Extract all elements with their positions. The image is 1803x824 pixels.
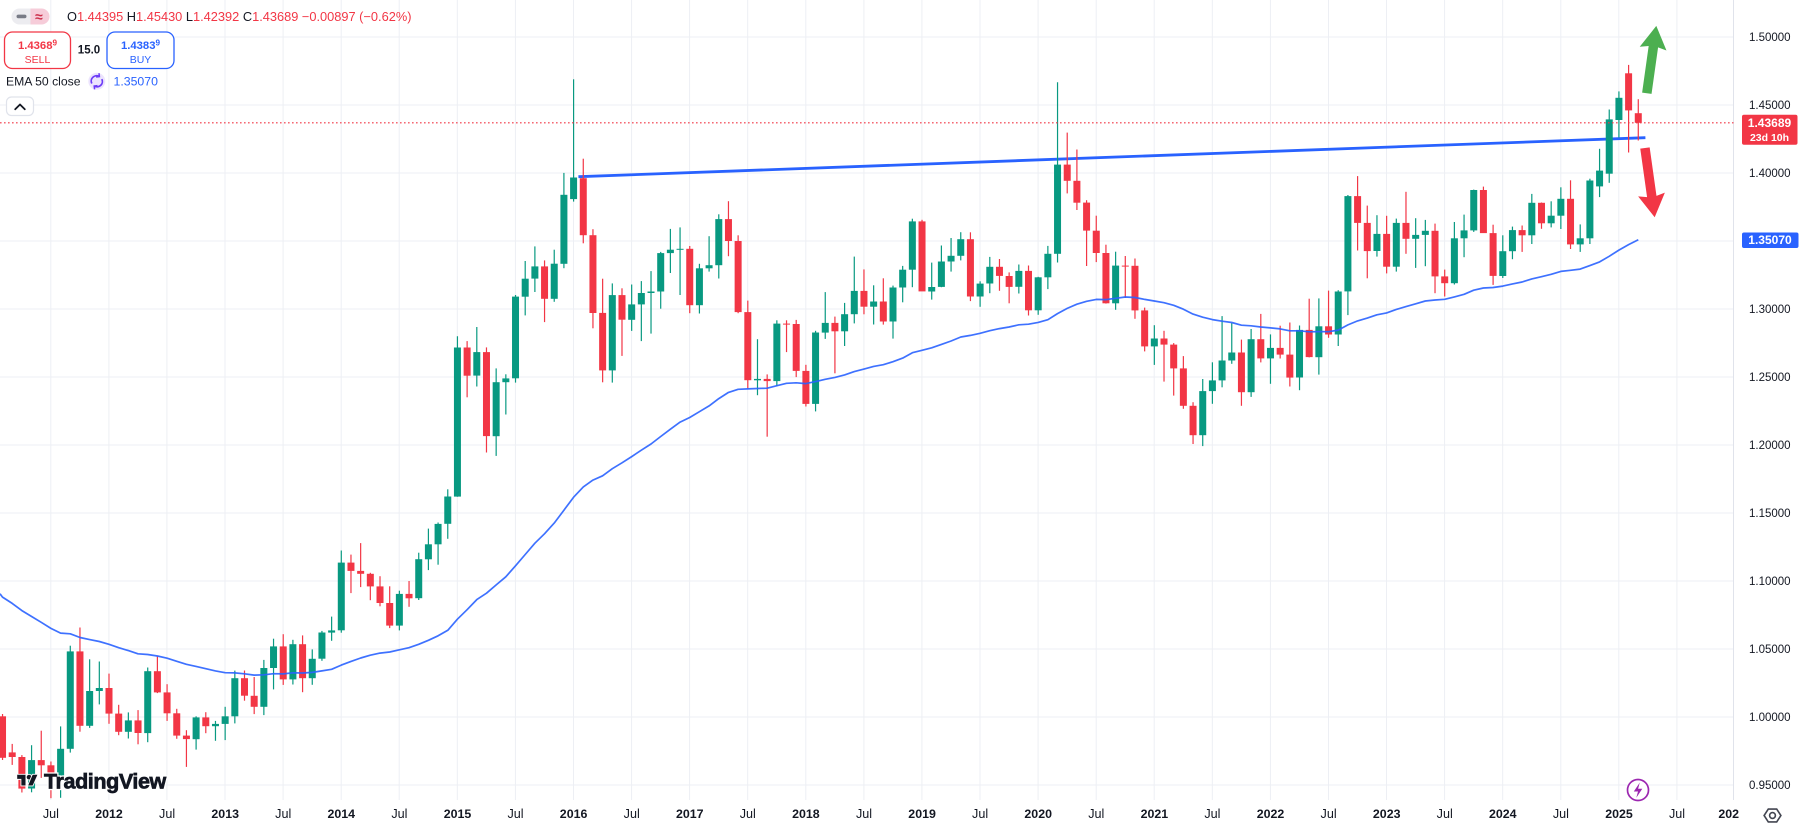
svg-text:Jul: Jul	[1321, 807, 1337, 821]
svg-text:Jul: Jul	[275, 807, 291, 821]
svg-text:23d 10h: 23d 10h	[1750, 132, 1789, 144]
svg-text:2012: 2012	[95, 807, 123, 821]
svg-text:2014: 2014	[328, 807, 356, 821]
svg-text:1.30000: 1.30000	[1749, 304, 1791, 316]
svg-text:1.25000: 1.25000	[1749, 372, 1791, 384]
svg-text:2024: 2024	[1489, 807, 1517, 821]
svg-text:2022: 2022	[1257, 807, 1285, 821]
svg-text:2015: 2015	[444, 807, 472, 821]
svg-text:1.43839: 1.43839	[121, 39, 161, 53]
svg-text:2017: 2017	[676, 807, 704, 821]
svg-text:1.50000: 1.50000	[1749, 32, 1791, 44]
svg-text:Jul: Jul	[740, 807, 756, 821]
svg-text:1.40000: 1.40000	[1749, 168, 1791, 180]
svg-text:2019: 2019	[908, 807, 936, 821]
svg-text:1.35070: 1.35070	[1748, 233, 1792, 247]
svg-text:1.00000: 1.00000	[1749, 712, 1791, 724]
svg-text:Jul: Jul	[1204, 807, 1220, 821]
svg-text:Jul: Jul	[972, 807, 988, 821]
svg-text:≈: ≈	[35, 9, 43, 25]
svg-text:1.05000: 1.05000	[1749, 644, 1791, 656]
svg-text:2018: 2018	[792, 807, 820, 821]
svg-text:2025: 2025	[1605, 807, 1633, 821]
svg-text:Jul: Jul	[1437, 807, 1453, 821]
svg-text:TradingView: TradingView	[44, 770, 167, 794]
svg-text:1.45000: 1.45000	[1749, 100, 1791, 112]
svg-text:2016: 2016	[560, 807, 588, 821]
svg-text:Jul: Jul	[507, 807, 523, 821]
svg-text:Jul: Jul	[43, 807, 59, 821]
svg-text:1.15000: 1.15000	[1749, 508, 1791, 520]
svg-text:Jul: Jul	[624, 807, 640, 821]
svg-text:Jul: Jul	[1669, 807, 1685, 821]
svg-text:BUY: BUY	[130, 54, 152, 66]
svg-text:SELL: SELL	[25, 54, 51, 66]
svg-text:202: 202	[1718, 807, 1739, 821]
svg-text:TradingView: TradingView	[44, 770, 167, 794]
svg-text:0.95000: 0.95000	[1749, 780, 1791, 792]
svg-text:2021: 2021	[1141, 807, 1169, 821]
svg-text:EMA 50 close: EMA 50 close	[6, 75, 81, 89]
svg-text:1.43689: 1.43689	[1748, 116, 1792, 130]
svg-text:Jul: Jul	[856, 807, 872, 821]
svg-text:1.35070: 1.35070	[114, 75, 159, 89]
svg-text:2023: 2023	[1373, 807, 1401, 821]
svg-text:1.43689: 1.43689	[18, 39, 58, 53]
svg-text:Jul: Jul	[1088, 807, 1104, 821]
svg-text:15.0: 15.0	[78, 45, 100, 57]
svg-text:2013: 2013	[211, 807, 239, 821]
svg-text:1.20000: 1.20000	[1749, 440, 1791, 452]
svg-text:O1.44395 H1.45430 L1.42392 C1.: O1.44395 H1.45430 L1.42392 C1.43689 −0.0…	[67, 9, 411, 24]
svg-text:Jul: Jul	[1553, 807, 1569, 821]
svg-text:2020: 2020	[1024, 807, 1052, 821]
svg-text:Jul: Jul	[159, 807, 175, 821]
svg-text:1.10000: 1.10000	[1749, 576, 1791, 588]
svg-text:Jul: Jul	[391, 807, 407, 821]
